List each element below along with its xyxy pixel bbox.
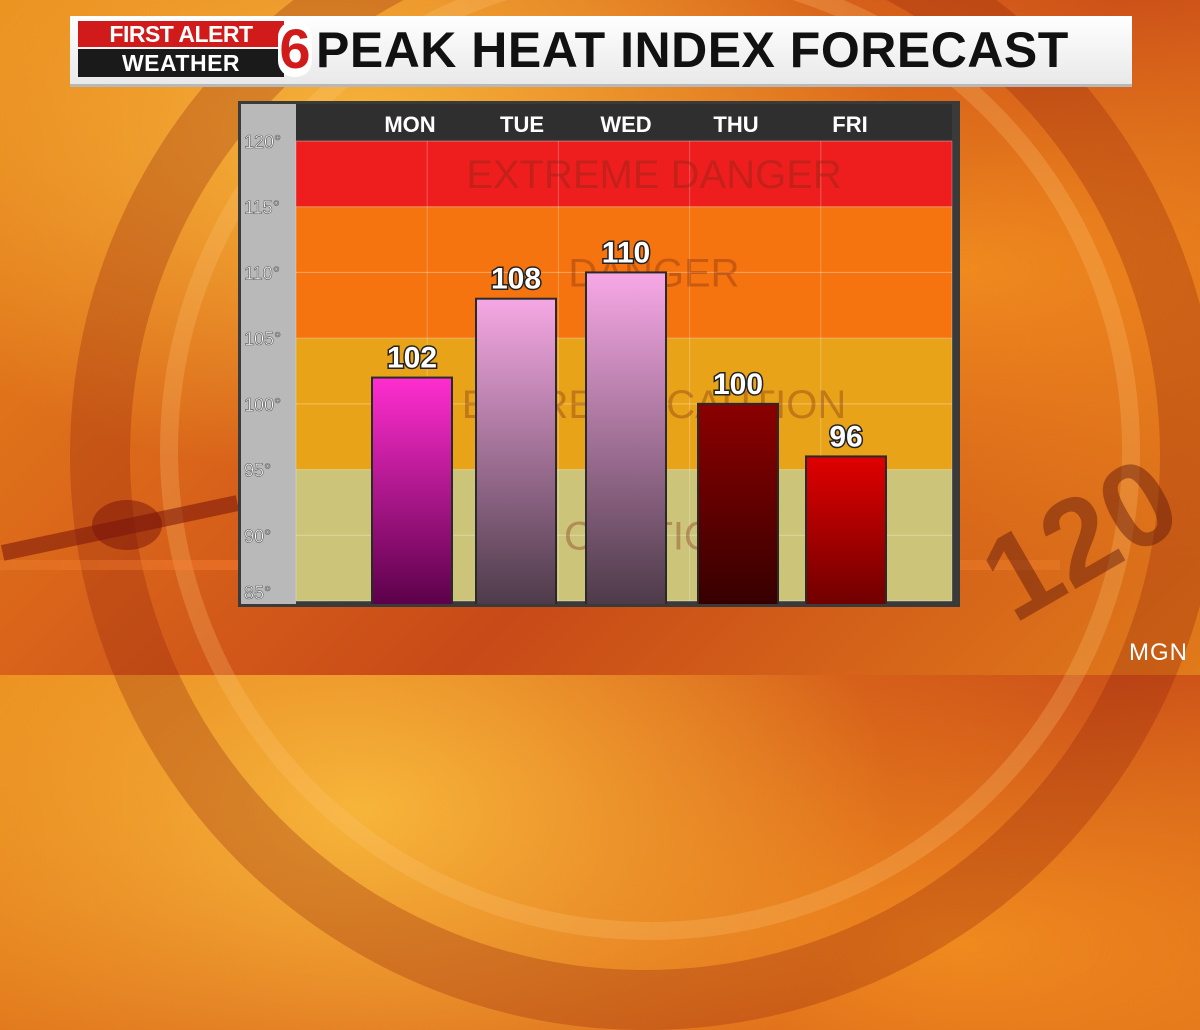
title-bar: FIRST ALERT WEATHER 6 PEAK HEAT INDEX FO… (70, 16, 1132, 87)
category-label-fri: FRI (832, 112, 867, 137)
chart-svg: EXTREME DANGERDANGEREXTREME CAUTIONCAUTI… (238, 101, 960, 607)
bar-fri (805, 455, 887, 607)
data-label-fri: 96 (829, 420, 862, 453)
page-title: PEAK HEAT INDEX FORECAST (316, 22, 1069, 78)
data-label-wed: 110 (602, 236, 650, 269)
category-label-thu: THU (713, 112, 758, 137)
heat-index-chart: EXTREME DANGERDANGEREXTREME CAUTIONCAUTI… (238, 101, 960, 607)
zone-label-0: EXTREME DANGER (466, 153, 842, 197)
category-label-wed: WED (600, 112, 651, 137)
background-gauge-hub (92, 500, 162, 550)
category-label-mon: MON (384, 112, 435, 137)
y-axis-panel (238, 101, 296, 607)
y-tick-label-110: 110° (244, 263, 280, 283)
data-label-tue: 108 (491, 263, 541, 296)
bar-tue (475, 297, 557, 607)
category-label-tue: TUE (500, 112, 544, 137)
logo-channel-number: 6 (278, 17, 312, 80)
y-tick-label-85: 85° (244, 583, 271, 603)
y-tick-label-105: 105° (244, 329, 281, 349)
category-header-strip (296, 101, 952, 141)
data-label-mon: 102 (387, 342, 437, 375)
watermark: MGN (1129, 639, 1188, 666)
y-tick-label-120: 120° (244, 132, 281, 152)
chart-border (238, 101, 960, 607)
y-tick-label-100: 100° (244, 395, 281, 415)
y-tick-label-95: 95° (244, 461, 271, 481)
y-tick-label-115: 115° (244, 198, 280, 218)
station-logo: FIRST ALERT WEATHER 6 (78, 17, 312, 80)
bar-mon (371, 376, 453, 607)
bar-wed (585, 271, 667, 607)
bar-thu (697, 402, 779, 607)
y-tick-label-90: 90° (244, 526, 271, 546)
logo-first-alert: FIRST ALERT (78, 21, 284, 47)
zone-band-0 (296, 141, 952, 207)
logo-weather: WEATHER (78, 49, 284, 77)
data-label-thu: 100 (713, 368, 763, 401)
